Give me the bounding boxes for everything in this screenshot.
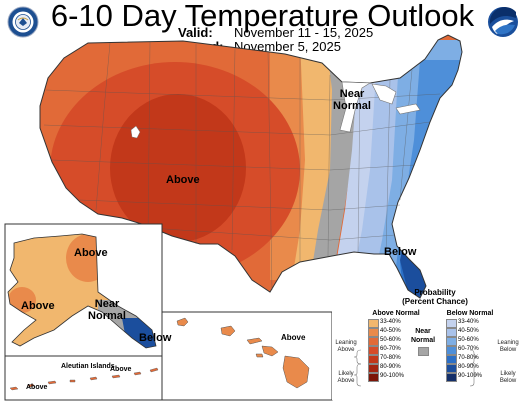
alaska-above-west-label: Above (21, 300, 55, 312)
legend-above-swatch (368, 355, 379, 364)
conus-below-label: Below (384, 246, 417, 258)
legend-above-range-label: 60-70% (380, 346, 401, 352)
legend-below-swatch (446, 355, 457, 364)
us-department-of-commerce-seal-icon (7, 6, 39, 38)
legend-above-swatch (368, 364, 379, 373)
above-70-80-area (110, 94, 246, 242)
legend-below-range-label: 80-90% (458, 364, 479, 370)
legend-near-swatch (418, 347, 429, 356)
legend-below-range-label: 33-40% (458, 319, 479, 325)
valid-dates: Valid: November 11 - 15, 2025 (178, 25, 373, 41)
issued-value: November 5, 2025 (234, 39, 341, 54)
legend-above-range-label: 33-40% (380, 319, 401, 325)
legend-below-swatch (446, 319, 457, 328)
legend-below-range-label: 60-70% (458, 346, 479, 352)
legend-above-header: Above Normal (372, 310, 420, 317)
legend-near-header: Near Normal (410, 328, 436, 344)
legend-below-swatch (446, 337, 457, 346)
legend-above-range-label: 90-100% (380, 373, 405, 379)
alaska-near-normal-label: Near Normal (88, 298, 126, 322)
state-borders (43, 41, 441, 291)
legend-above-swatch (368, 373, 379, 382)
great-lakes (339, 81, 371, 133)
alaska-below-label: Below (139, 332, 172, 344)
legend-subtitle: (Percent Chance) (402, 297, 468, 306)
hawaii-above-label: Above (281, 333, 306, 342)
lake-erie (395, 103, 421, 115)
legend-below-swatch (446, 346, 457, 355)
lake-huron (371, 83, 397, 105)
legend-likely-below: Likely Below (499, 371, 517, 384)
aleutian-inset (4, 355, 163, 401)
legend-above-range-label: 50-60% (380, 337, 401, 343)
valid-label: Valid: (178, 25, 213, 40)
legend-above-swatch (368, 337, 379, 346)
alaska-inset (4, 223, 163, 357)
legend-above-range-label: 70-80% (380, 355, 401, 361)
hawaii-inset (161, 311, 333, 401)
conus-above-label: Above (166, 174, 200, 186)
legend-below-range-label: 50-60% (458, 337, 479, 343)
map-title: 6-10 Day Temperature Outlook (50, 0, 475, 33)
aleutian-above-west-label: Above (26, 384, 48, 391)
conus-near-normal-label: Near Normal (333, 88, 371, 112)
legend-above-swatch (368, 346, 379, 355)
legend-leaning-above: Leaning Above (335, 340, 357, 353)
aleutian-above-east-label: Above (110, 366, 132, 373)
legend-likely-above: Likely Above (337, 371, 355, 384)
aleutian-islands-label: Aleutian Islands (61, 363, 115, 370)
legend-below-swatch (446, 373, 457, 382)
legend-below-range-label: 70-80% (458, 355, 479, 361)
legend-above-swatch (368, 319, 379, 328)
legend-below-range-label: 90-100% (458, 373, 483, 379)
legend-below-swatch (446, 328, 457, 337)
legend-above-range-label: 80-90% (380, 364, 401, 370)
alaska-above-north-label: Above (74, 247, 108, 259)
legend-below-swatch (446, 364, 457, 373)
great-salt-lake (130, 125, 141, 139)
valid-value: November 11 - 15, 2025 (234, 25, 374, 40)
legend-below-header: Below Normal (446, 310, 494, 317)
legend-title: Probability (414, 288, 456, 297)
legend-near-item (418, 346, 430, 356)
legend-above-swatch (368, 328, 379, 337)
below-80-90-band (400, 155, 462, 298)
alaska-west-above-40-50 (8, 287, 36, 313)
legend-leaning-below: Leaning Below (497, 340, 519, 353)
legend-below-range-label: 40-50% (458, 328, 479, 334)
legend-above-range-label: 40-50% (380, 328, 401, 334)
noaa-logo-icon (488, 7, 518, 37)
